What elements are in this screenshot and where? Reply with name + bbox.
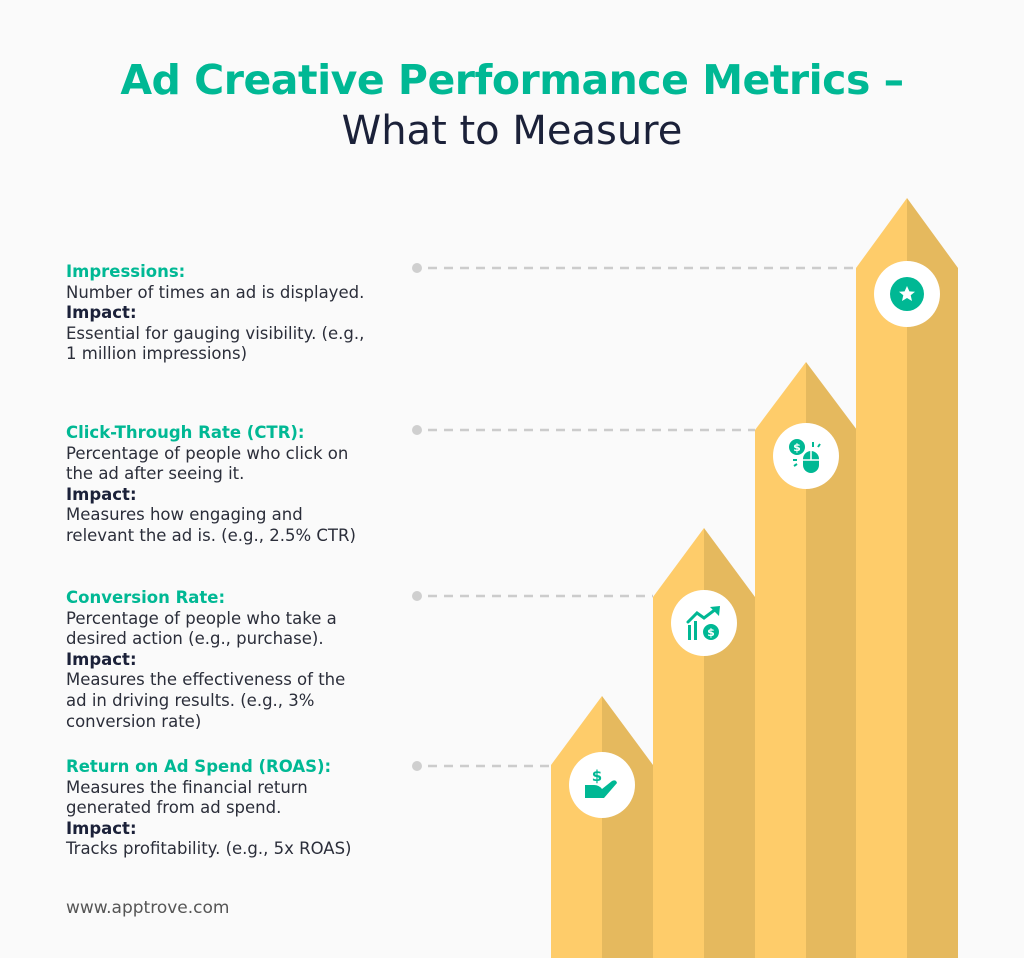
growth-chart-dollar-icon: $ (686, 606, 720, 640)
impact-text: 1 million impressions) (66, 344, 248, 364)
metric-block: Click-Through Rate (CTR): Percentage of p… (66, 423, 356, 547)
connector-dot (412, 263, 422, 273)
arrow-right-face (907, 198, 958, 958)
metric-description: Percentage of people who click on (66, 443, 349, 463)
svg-text:$: $ (707, 626, 715, 639)
metric-description: the ad after seeing it. (66, 464, 245, 484)
impact-label: Impact: (66, 649, 137, 669)
impact-text: Tracks profitability. (e.g., 5x ROAS) (66, 839, 352, 859)
impact-label: Impact: (66, 818, 137, 838)
impact-text: ad in driving results. (e.g., 3% (66, 690, 315, 710)
arrow-right-face (806, 362, 857, 958)
metric-description: generated from ad spend. (66, 798, 282, 818)
metric-block: Return on Ad Spend (ROAS): Measures the f… (66, 757, 352, 860)
footer-url: www.apptrove.com (66, 898, 230, 918)
svg-text:$: $ (793, 441, 801, 454)
impact-text: Essential for gauging visibility. (e.g., (66, 323, 365, 343)
icon-circle (671, 590, 737, 656)
arrow-left-face (551, 696, 602, 958)
impact-label: Impact: (66, 303, 137, 323)
metric-description: Number of times an ad is displayed. (66, 282, 365, 302)
connector-dot (412, 425, 422, 435)
metric-description: Percentage of people who take a (66, 608, 337, 628)
icon-circle (569, 752, 635, 818)
dollar-mouse-click-icon: $ (789, 439, 821, 473)
metric-block: Conversion Rate: Percentage of people who… (66, 588, 345, 732)
metric-title: Impressions: (66, 262, 186, 281)
arrow-left-face (856, 198, 907, 958)
metric-title: Return on Ad Spend (ROAS): (66, 757, 332, 776)
connector-dot (412, 761, 422, 771)
svg-text:$: $ (592, 767, 602, 785)
metric-description: Measures the financial return (66, 777, 308, 797)
arrow-right-face (602, 696, 653, 958)
metric-description: desired action (e.g., purchase). (66, 629, 324, 649)
title-line-1: Ad Creative Performance Metrics – (120, 56, 904, 104)
impact-text: conversion rate) (66, 711, 202, 731)
impact-text: Measures the effectiveness of the (66, 670, 346, 690)
impact-text: Measures how engaging and (66, 505, 303, 525)
metric-title: Conversion Rate: (66, 588, 226, 607)
connector-dot (412, 591, 422, 601)
impact-text: relevant the ad is. (e.g., 2.5% CTR) (66, 525, 356, 545)
hand-dollar-icon: $ (585, 767, 617, 798)
star-badge-icon (890, 277, 924, 311)
arrow-left-face (755, 362, 806, 958)
title-line-2: What to Measure (341, 108, 683, 154)
metric-title: Click-Through Rate (CTR): (66, 423, 305, 442)
metric-block: Impressions: Number of times an ad is dis… (66, 262, 364, 365)
impact-label: Impact: (66, 484, 137, 504)
